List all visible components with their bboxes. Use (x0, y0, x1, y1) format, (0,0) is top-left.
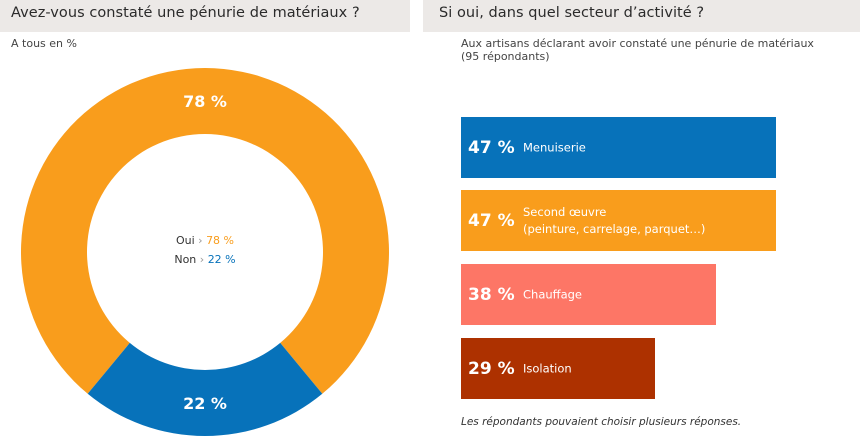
bar-chart-subtitle-line2: (95 répondants) (461, 50, 550, 63)
donut-chart: 78 % 22 % Oui › 78 % Non › 22 % (21, 68, 390, 436)
bar-chart-subtitle: Aux artisans déclarant avoir constaté un… (461, 37, 860, 63)
bar-category-label-isolation: Isolation (523, 361, 572, 375)
bar-category-label-chauffage: Chauffage (523, 287, 582, 301)
bar-value-label-chauffage: 38 % (468, 284, 515, 305)
legend-label-oui: Oui (176, 234, 198, 247)
bar-fill-second_oeuvre (461, 190, 776, 251)
bar-isolation: 29 % Isolation (461, 338, 655, 399)
bar-fill-chauffage (461, 264, 716, 325)
pie-chart-subtitle: A tous en % (11, 37, 77, 50)
bar-category-label-second_oeuvre: Second œuvre (peinture, carrelage, parque… (523, 204, 706, 236)
legend-arrow-icon: › (198, 234, 206, 247)
bar-chart-title: Si oui, dans quel secteur d’activité ? (423, 0, 860, 32)
bar-chart-subtitle-line1: Aux artisans déclarant avoir constaté un… (461, 37, 814, 50)
legend-item-oui: Oui › 78 % (176, 234, 234, 247)
legend-item-non: Non › 22 % (174, 253, 235, 266)
bar-value-label-menuiserie: 47 % (468, 137, 515, 158)
legend-value-oui: 78 % (206, 234, 234, 247)
bar-value-label-second_oeuvre: 47 % (468, 210, 515, 231)
pie-chart-title: Avez-vous constaté une pénurie de matéri… (0, 0, 410, 32)
pie-slice-label-oui: 78 % (183, 92, 227, 111)
bar-category-label-menuiserie: Menuiserie (523, 140, 586, 154)
bar-chauffage: 38 % Chauffage (461, 264, 716, 325)
bar-menuiserie: 47 % Menuiserie (461, 117, 776, 178)
pie-slice-oui (21, 68, 390, 394)
pie-slice-non (87, 342, 323, 436)
bar-fill-isolation (461, 338, 655, 399)
bar-chart-footnote: Les répondants pouvaient choisir plusieu… (461, 416, 742, 428)
bar-value-label-isolation: 29 % (468, 358, 515, 379)
legend-value-non: 22 % (208, 253, 236, 266)
bar-panel: Si oui, dans quel secteur d’activité ? A… (423, 0, 860, 448)
bar-fill-menuiserie (461, 117, 776, 178)
legend-arrow-icon: › (200, 253, 208, 266)
bar-second_oeuvre: 47 % Second œuvre (peinture, carrelage, pa… (461, 190, 776, 251)
pie-panel: Avez-vous constaté une pénurie de matéri… (0, 0, 410, 448)
legend-label-non: Non (174, 253, 199, 266)
pie-slice-label-non: 22 % (183, 394, 227, 413)
